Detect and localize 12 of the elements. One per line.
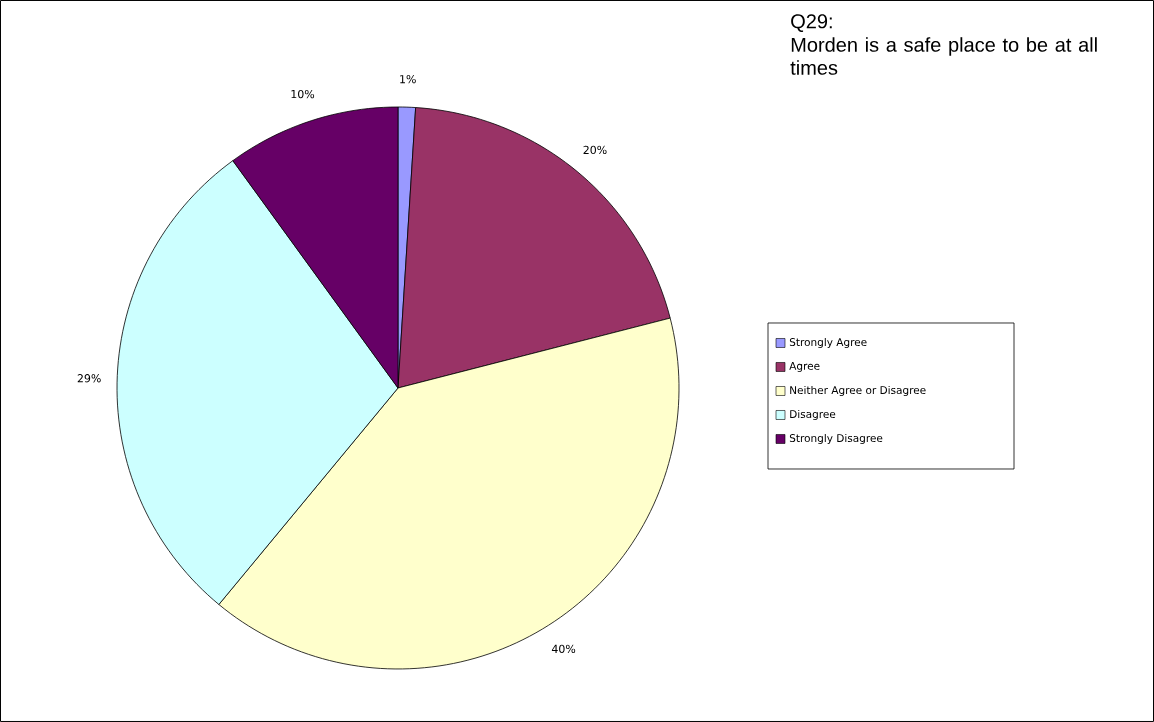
data-label: 10% xyxy=(291,89,315,99)
legend-label: Strongly Disagree xyxy=(789,433,883,445)
chart-subtitle: Morden is a safe place to be at all times xyxy=(790,37,1097,75)
legend-label: Agree xyxy=(789,362,820,372)
chart-title: Q29: xyxy=(791,14,832,32)
data-label: 40% xyxy=(551,644,576,654)
legend-label: Neither Agree or Disagree xyxy=(790,385,926,397)
data-label: 1% xyxy=(400,74,416,84)
data-label: 20% xyxy=(583,145,607,155)
legend-label: Disagree xyxy=(790,409,836,421)
legend-label: Strongly Agree xyxy=(789,337,867,349)
data-label: 29% xyxy=(77,374,101,383)
